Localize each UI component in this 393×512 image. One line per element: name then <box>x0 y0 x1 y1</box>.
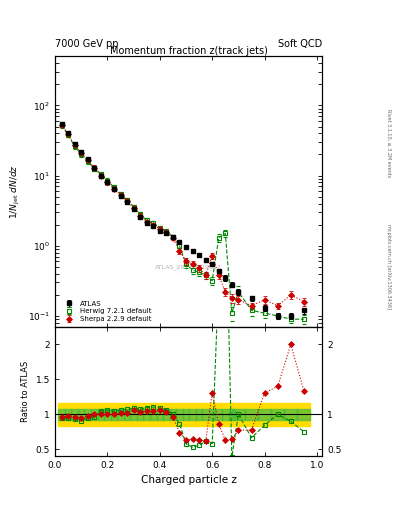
Text: Soft QCD: Soft QCD <box>278 38 322 49</box>
Text: Rivet 3.1.10, ≥ 3.2M events: Rivet 3.1.10, ≥ 3.2M events <box>386 109 391 178</box>
Legend: ATLAS, Herwig 7.2.1 default, Sherpa 2.2.9 default: ATLAS, Herwig 7.2.1 default, Sherpa 2.2.… <box>59 299 153 324</box>
Title: Momentum fraction z(track jets): Momentum fraction z(track jets) <box>110 46 268 55</box>
Y-axis label: $1/N_\mathrm{jet}\ dN/dz$: $1/N_\mathrm{jet}\ dN/dz$ <box>9 164 22 219</box>
X-axis label: Charged particle z: Charged particle z <box>141 475 237 485</box>
Text: 7000 GeV pp: 7000 GeV pp <box>55 38 119 49</box>
Y-axis label: Ratio to ATLAS: Ratio to ATLAS <box>21 360 30 422</box>
Text: mcplots.cern.ch [arXiv:1306.3436]: mcplots.cern.ch [arXiv:1306.3436] <box>386 224 391 309</box>
Text: ATLAS_2011_I919017: ATLAS_2011_I919017 <box>155 265 222 270</box>
